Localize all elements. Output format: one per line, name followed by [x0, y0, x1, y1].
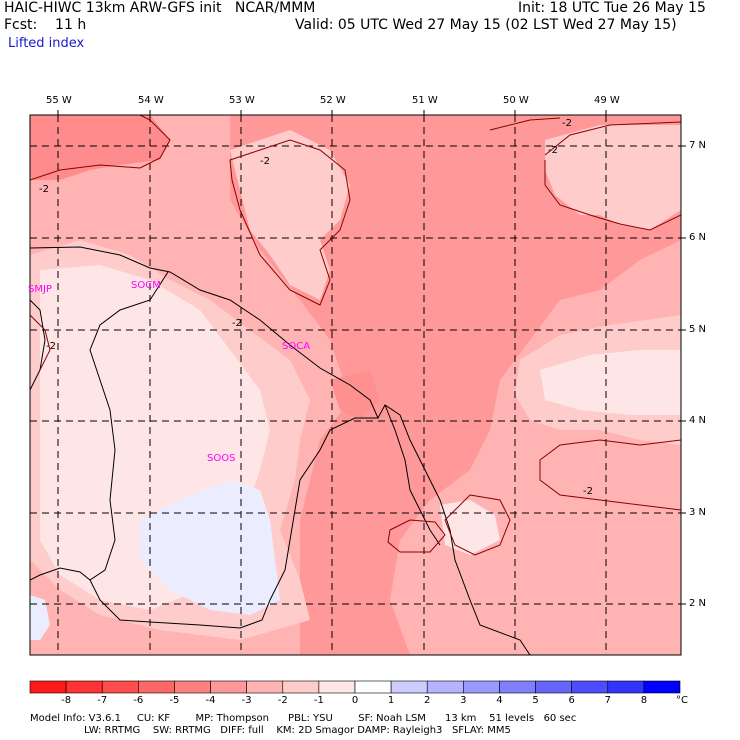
lon-label: 54 W	[138, 95, 164, 106]
colorbar-label: -6	[133, 695, 144, 706]
colorbar-cell	[571, 680, 609, 694]
colorbar-label: 6	[568, 695, 575, 706]
colorbar-cell	[463, 680, 500, 694]
colorbar-label: -8	[61, 695, 72, 706]
colorbar-cell	[138, 680, 175, 694]
frame-ticks	[57, 110, 686, 605]
contour-label: -2	[562, 118, 572, 129]
colorbar-label: 3	[460, 695, 467, 706]
colorbar-label: 5	[532, 695, 539, 706]
lon-label: 53 W	[229, 95, 255, 106]
lon-label: 52 W	[320, 95, 346, 106]
li-fill-minus3	[230, 115, 681, 655]
station-smjp: SMJP	[28, 284, 52, 295]
colorbar-cell	[354, 680, 392, 694]
colorbar-cell	[318, 680, 356, 694]
valid-time: Valid: 05 UTC Wed 27 May 15 (02 LST Wed …	[295, 17, 677, 33]
init-time: Init: 18 UTC Tue 26 May 15	[518, 0, 706, 16]
station-soca: SOCA	[282, 341, 311, 352]
station-soos: SOOS	[207, 453, 236, 464]
colorbar-label: 8	[640, 695, 648, 706]
colorbar-label: -5	[169, 695, 180, 706]
colorbar-cell	[426, 680, 464, 694]
coastline-borders	[30, 246, 531, 655]
li-fill-near-zero-delta	[440, 500, 500, 555]
colorbar-label: 2	[424, 695, 431, 706]
colorbar-label: -3	[241, 695, 252, 706]
model-info-line2: LW: RRTMG SW: RRTMG DIFF: full KM: 2D Sm…	[30, 725, 511, 736]
colorbar-cell	[65, 680, 103, 694]
colorbar-cell	[607, 680, 645, 694]
li-fill-light-east	[545, 125, 681, 230]
lat-label: 6 N	[689, 232, 707, 243]
lat-label: 3 N	[689, 507, 707, 518]
lon-label: 51 W	[412, 95, 438, 106]
colorbar-cell	[174, 680, 211, 694]
forecast-hour: Fcst: 11 h	[4, 17, 87, 33]
lat-label: 4 N	[689, 415, 707, 426]
lon-label: 49 W	[594, 95, 620, 106]
model-title: HAIC-HIWC 13km ARW-GFS init NCAR/MMM	[4, 0, 316, 16]
colorbar-label: -7	[97, 695, 108, 706]
colorbar-cell	[535, 680, 572, 694]
colorbar-label: 7	[604, 695, 611, 706]
contour-label: -2	[548, 145, 558, 156]
li-fill-minus4-coast	[330, 370, 380, 420]
colorbar	[29, 680, 681, 694]
contour-label: -2	[46, 341, 56, 352]
colorbar-cell	[246, 680, 284, 694]
li-fill-near-zero-east	[540, 350, 681, 415]
contour-label: -2	[260, 156, 270, 167]
lat-label: 5 N	[689, 324, 707, 335]
contour-label: -2	[232, 318, 242, 329]
colorbar-cell	[499, 680, 536, 694]
colorbar-cell	[101, 680, 139, 694]
li-fill-positive-west	[30, 595, 50, 640]
lat-label: 2 N	[689, 598, 707, 609]
model-info-line1: Model Info: V3.6.1 CU: KF MP: Thompson P…	[30, 713, 577, 724]
contour-minus2	[30, 115, 681, 556]
colorbar-label: 1	[387, 695, 395, 706]
colorbar-label: 4	[496, 695, 503, 706]
colorbar-cell	[282, 680, 320, 694]
map-frame	[29, 114, 682, 656]
colorbar-label: -2	[277, 695, 288, 706]
li-fill-light-north	[230, 130, 350, 300]
colorbar-label: -1	[313, 695, 324, 706]
lon-label: 50 W	[503, 95, 529, 106]
colorbar-cell	[29, 680, 67, 694]
lon-label: 55 W	[46, 95, 72, 106]
li-fill-minus4-nw	[30, 115, 170, 180]
lat-lon-grid	[30, 115, 681, 655]
colorbar-cell	[643, 680, 681, 694]
li-fill-positive	[140, 480, 280, 615]
lat-label: 7 N	[689, 140, 707, 151]
contour-label: -2	[39, 184, 49, 195]
colorbar-cell	[390, 680, 428, 694]
colorbar-label: -4	[205, 695, 216, 706]
colorbar-cell	[210, 680, 247, 694]
colorbar-unit: °C	[676, 695, 688, 706]
colorbar-label: 0	[351, 695, 359, 706]
station-socm: SOCM	[131, 280, 161, 291]
field-name: Lifted index	[8, 36, 85, 51]
contour-label: -2	[583, 486, 593, 497]
